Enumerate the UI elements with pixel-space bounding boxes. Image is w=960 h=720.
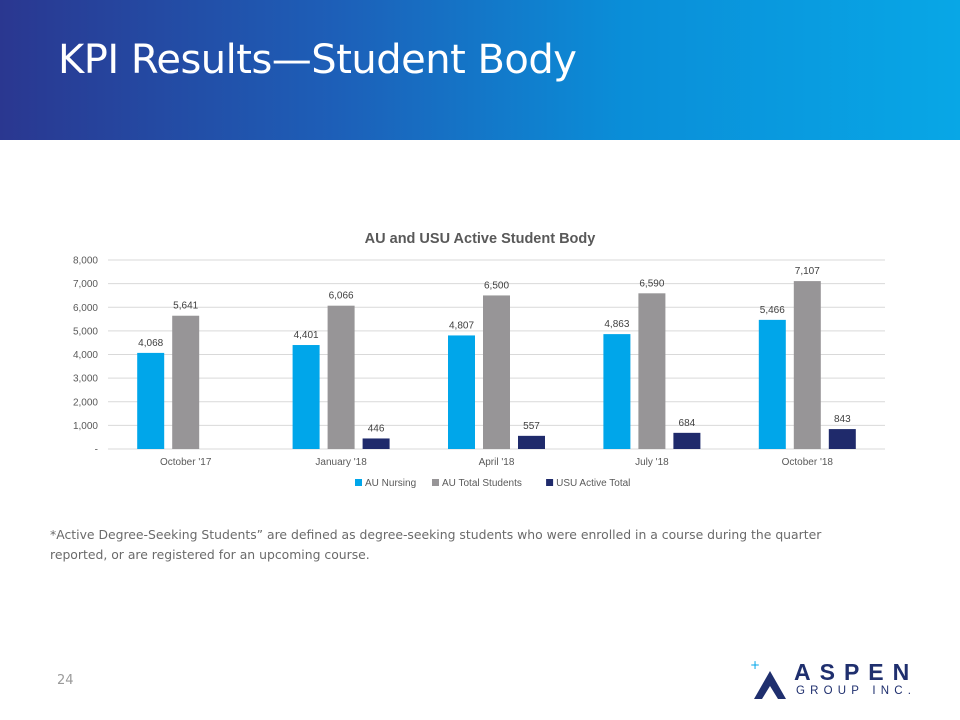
data-label: 4,863: [604, 319, 629, 330]
y-tick-label: 7,000: [73, 279, 98, 290]
y-tick-label: 6,000: [73, 303, 98, 314]
x-tick-label: April '18: [479, 457, 515, 468]
data-label: 5,466: [760, 305, 785, 316]
bar: [673, 432, 701, 449]
bar: [638, 293, 666, 449]
y-tick-label: 3,000: [73, 374, 98, 385]
bar: [292, 345, 320, 449]
logo-wordmark: ASPEN: [794, 659, 919, 685]
legend-swatch: [432, 479, 439, 486]
x-tick-label: October '18: [782, 457, 834, 468]
legend-swatch: [546, 479, 554, 486]
y-tick-label: -: [95, 445, 98, 456]
data-label: 6,500: [484, 280, 509, 291]
chart-title: AU and USU Active Student Body: [365, 231, 596, 247]
legend-label: USU Active Total: [556, 478, 630, 489]
x-tick-label: January '18: [315, 457, 367, 468]
bar: [362, 438, 390, 449]
data-label: 684: [679, 418, 696, 429]
data-label: 4,807: [449, 320, 474, 331]
bar: [518, 435, 545, 449]
bar: [828, 429, 856, 449]
data-label: 557: [523, 421, 540, 432]
y-tick-label: 5,000: [73, 326, 98, 337]
bar-chart: AU and USU Active Student Body - 1,000 2,00…: [73, 231, 885, 489]
data-label: 5,641: [173, 301, 198, 312]
y-tick-label: 8,000: [73, 256, 98, 267]
aspen-logo: + ASPEN GROUP INC.: [750, 655, 930, 705]
data-label: 4,068: [138, 338, 163, 349]
data-label: 6,590: [639, 278, 664, 289]
svg-text:+: +: [750, 659, 760, 672]
data-label: 4,401: [294, 330, 319, 341]
data-label: 446: [368, 423, 385, 434]
bar: [137, 352, 165, 449]
footnote: *Active Degree-Seeking Students” are def…: [50, 527, 822, 562]
data-label: 6,066: [329, 291, 354, 302]
bar: [758, 319, 786, 449]
y-tick-label: 1,000: [73, 421, 98, 432]
data-label: 843: [834, 414, 851, 425]
legend-label: AU Nursing: [365, 478, 416, 489]
data-label: 7,107: [795, 266, 820, 277]
logo-subtitle: GROUP INC.: [796, 685, 917, 697]
slide-title: KPI Results—Student Body: [58, 37, 577, 83]
y-tick-label: 4,000: [73, 350, 98, 361]
bar: [448, 335, 475, 449]
bar: [793, 281, 821, 449]
page-number: 24: [57, 673, 74, 688]
bar: [603, 334, 631, 449]
x-tick-label: July '18: [635, 457, 669, 468]
bar: [483, 295, 510, 449]
legend-swatch: [355, 479, 362, 486]
bar: [172, 315, 200, 449]
bar: [327, 305, 355, 449]
y-tick-label: 2,000: [73, 397, 98, 408]
x-tick-label: October '17: [160, 457, 212, 468]
title-banner: KPI Results—Student Body: [0, 0, 960, 140]
legend-label: AU Total Students: [442, 478, 522, 489]
aspen-logo-icon: +: [750, 659, 786, 699]
